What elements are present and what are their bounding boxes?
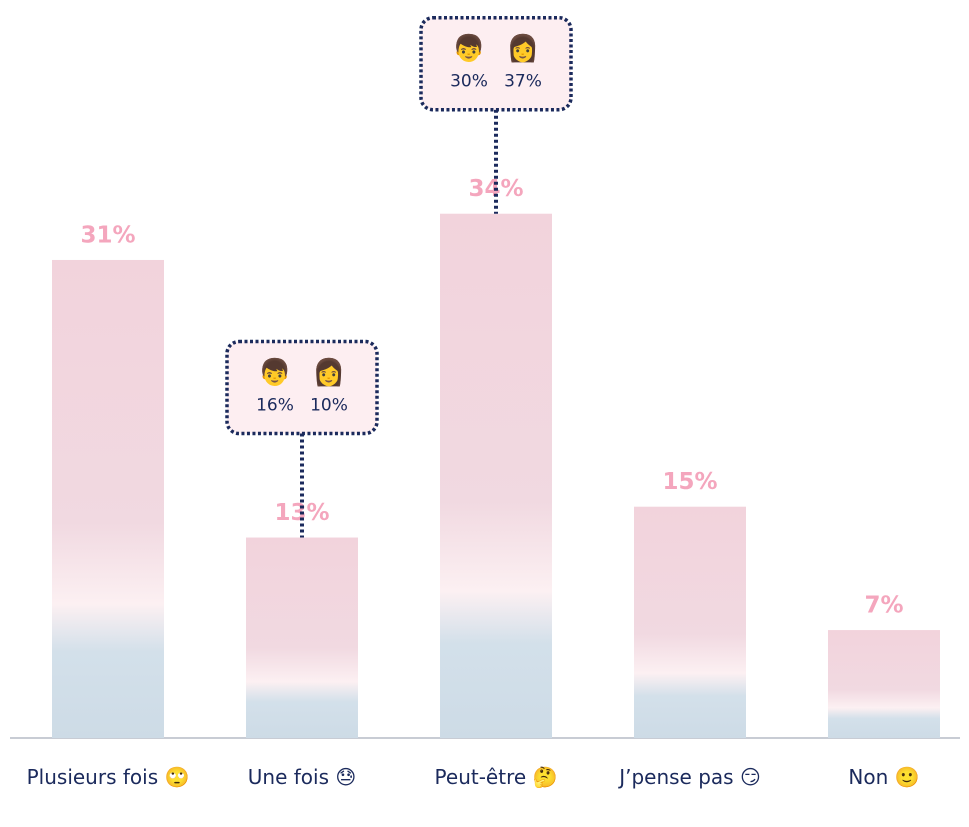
callout-box [419,15,573,112]
breakdown-label: 30% [450,72,488,92]
series-icon: 👦 [453,33,485,64]
value-label: 15% [662,469,717,495]
breakdown-label: 37% [504,72,542,92]
x-tick-label: Une fois 😓 [247,765,357,789]
x-tick-label: Plusieurs fois 🙄 [26,765,190,789]
series-icon: 👩 [313,357,345,388]
x-tick-label: Non 🙂 [848,765,920,789]
series-icon: 👩 [507,33,539,64]
x-tick-label: J’pense pas 😏 [619,765,761,789]
bar [634,506,746,738]
bar [828,630,940,738]
breakdown-label: 16% [256,396,294,416]
x-tick-label: Peut-être 🤔 [434,765,558,789]
breakdown-label: 10% [310,396,348,416]
bar [52,259,164,738]
value-label: 31% [80,222,135,248]
callout-box [225,339,379,436]
series-icon: 👦 [259,357,291,388]
bar [440,213,552,739]
bar [246,537,358,738]
value-label: 7% [864,593,903,619]
